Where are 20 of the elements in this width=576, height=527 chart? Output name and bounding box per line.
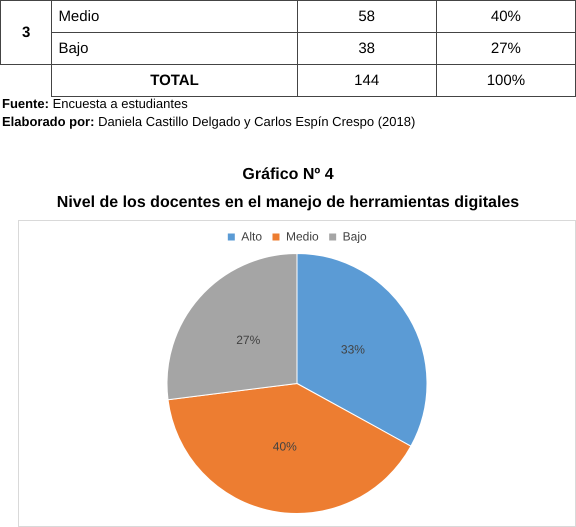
legend-label: Medio bbox=[286, 229, 319, 244]
chart-title: Gráfico Nº 4 bbox=[241, 166, 335, 184]
text: 144 bbox=[297, 64, 436, 96]
chart-subtitle: Nivel de los docentes en el manejo de herramientas digitales bbox=[56, 194, 520, 212]
text: 58 bbox=[297, 0, 436, 32]
text: TOTAL bbox=[52, 64, 298, 96]
text: Elaborado por: Daniela Castillo Delgado y Carlos Espín Crespo (2018) bbox=[2, 114, 416, 129]
legend-label: Alto bbox=[241, 229, 262, 244]
data-label: 33% bbox=[340, 342, 366, 357]
data-label: 27% bbox=[236, 332, 261, 347]
data-label: 40% bbox=[272, 440, 298, 454]
text: 100% bbox=[436, 64, 576, 96]
text: 38 bbox=[297, 32, 436, 64]
source-note: Fuente: Encuesta a estudiantes bbox=[2, 96, 188, 111]
text: Bajo bbox=[52, 32, 298, 64]
text: 27% bbox=[436, 32, 576, 64]
text: 40% bbox=[436, 0, 576, 32]
legend-label: Bajo bbox=[342, 229, 368, 244]
text: Medio bbox=[52, 0, 298, 32]
text: 3 bbox=[0, 0, 52, 64]
